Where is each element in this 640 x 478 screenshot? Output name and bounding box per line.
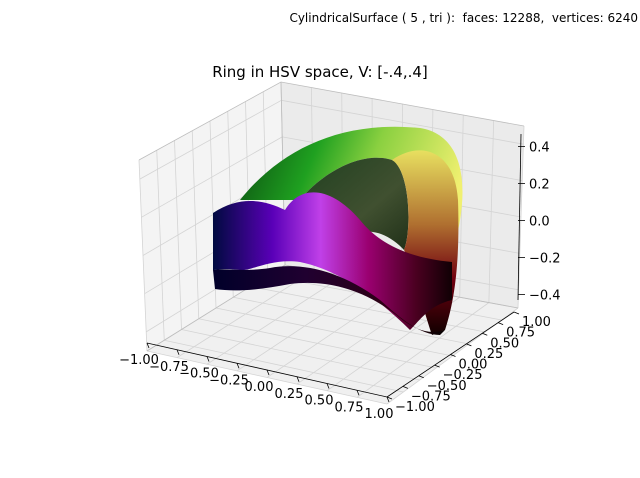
ring-front-band — [213, 192, 452, 330]
ring-front-bottom — [213, 266, 445, 335]
y-tick-mark — [497, 322, 504, 325]
y-tick-mark — [434, 364, 440, 368]
x-tick-mark — [266, 369, 270, 376]
ring-surface — [213, 126, 463, 335]
y-tick-label: 0.00 — [459, 358, 488, 373]
z-tick-label: 0.2 — [529, 178, 550, 193]
x-tick-label: 0.75 — [335, 400, 364, 415]
y-tick-mark — [402, 386, 409, 389]
y-tick-label: 0.50 — [490, 336, 519, 351]
y-tick-mark — [482, 332, 488, 336]
x-tick-label: −0.75 — [149, 360, 189, 375]
x-tick-label: −0.25 — [209, 373, 249, 388]
y-tick-label: 1.00 — [522, 315, 551, 330]
x-axis: −1.00−0.75−0.50−0.250.00 0.25 0.50 0.75 1.00 — [119, 342, 394, 422]
figure-suptitle: CylindricalSurface ( 5 , tri ): faces: 1… — [289, 11, 638, 25]
y-tick-label: −0.50 — [427, 379, 467, 394]
y-tick-mark — [466, 343, 472, 347]
x-tick-mark — [206, 356, 210, 362]
x-tick-mark — [296, 376, 300, 382]
x-tick-label: 0.00 — [245, 380, 274, 395]
x-tick-mark — [176, 349, 180, 355]
x-tick-label: 1.00 — [365, 407, 394, 422]
z-axis: −0.4 −0.2 0.0 0.2 0.4 — [518, 141, 561, 304]
y-tick-mark — [450, 354, 456, 357]
y-tick-mark — [513, 311, 520, 315]
ring-inner-wall — [300, 157, 409, 250]
x-tick-label: 0.50 — [305, 394, 334, 409]
y-tick-mark — [386, 396, 393, 400]
x-tick-label: −0.50 — [179, 367, 219, 382]
z-tick-label: 0.4 — [529, 141, 550, 156]
x-tick-mark — [146, 342, 150, 349]
x-tick-mark — [236, 363, 240, 369]
x-tick-mark — [356, 390, 360, 396]
x-tick-label: −1.00 — [119, 353, 159, 368]
y-tick-label: −0.25 — [443, 368, 483, 383]
axis-lines — [146, 133, 522, 398]
x-tick-mark — [326, 383, 330, 389]
x-tick-label: 0.25 — [275, 387, 304, 402]
z-tick-label: −0.4 — [529, 289, 561, 304]
y-tick-label: 0.25 — [474, 347, 503, 362]
x-tick-mark — [386, 396, 390, 403]
z-tick-label: 0.0 — [529, 215, 550, 230]
y-tick-mark — [418, 375, 424, 379]
y-axis: −1.00−0.75−0.50−0.250.000.250.500.751.00 — [386, 311, 551, 415]
y-tick-label: −1.00 — [395, 400, 435, 415]
y-tick-label: −0.75 — [411, 389, 451, 404]
chart-title: Ring in HSV space, V: [-.4,.4] — [212, 63, 428, 81]
z-tick-label: −0.2 — [529, 252, 561, 267]
y-tick-label: 0.75 — [506, 326, 535, 341]
